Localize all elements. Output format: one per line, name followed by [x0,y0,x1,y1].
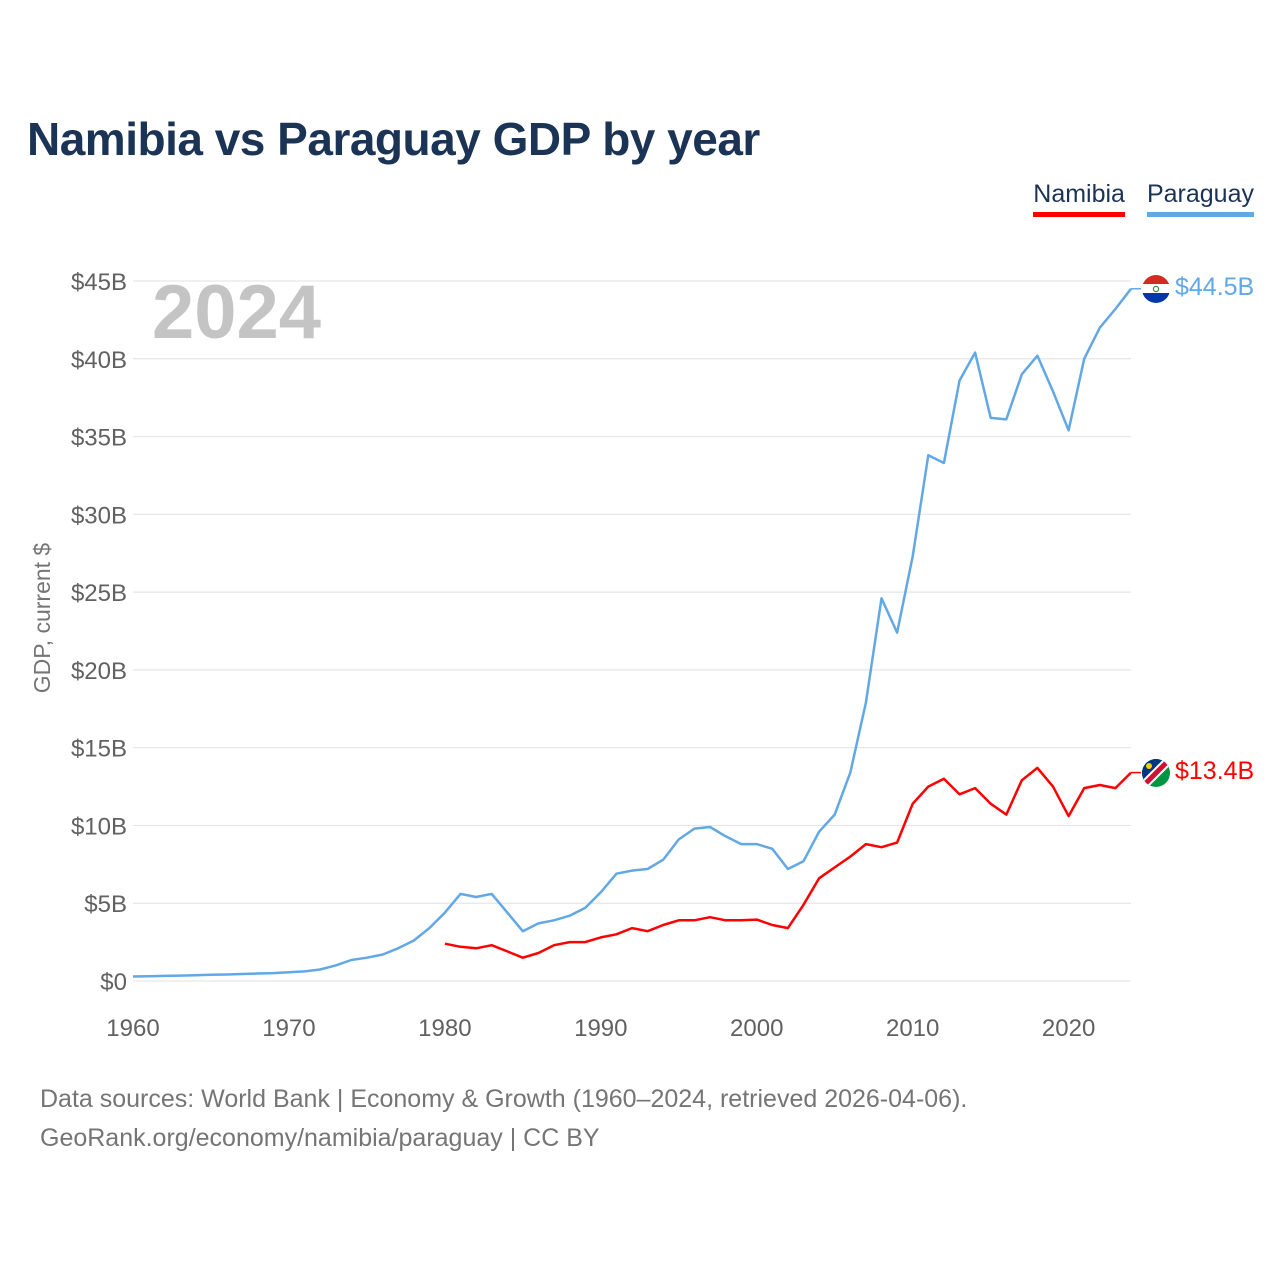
y-tick-label: $15B [71,736,127,763]
y-tick-label: $35B [71,425,127,452]
chart-title: Namibia vs Paraguay GDP by year [27,113,760,165]
grid-lines [133,280,1131,982]
y-tick-label: $25B [71,580,127,607]
y-axis-label: GDP, current $ [29,543,55,694]
y-tick-label: $0 [100,969,127,996]
data-sources: Data sources: World Bank | Economy & Gro… [40,1085,968,1113]
series-line-namibia[interactable] [444,766,1132,959]
y-tick-label: $45B [71,269,127,296]
x-tick-label: 2020 [1042,1015,1095,1042]
x-tick-label: 1960 [106,1015,159,1042]
series-line-paraguay[interactable] [132,288,1132,978]
paraguay-flag-icon [1142,275,1170,303]
paraguay-end-label: $44.5B [1175,273,1254,301]
y-axis-ticks: $0 $5B $10B $15B $20B $25B $30B $35B $40B $45B [71,269,127,996]
series-lines [132,288,1141,978]
y-tick-label: $30B [71,502,127,529]
x-tick-label: 1980 [418,1015,471,1042]
y-tick-label: $5B [84,891,127,918]
y-tick-label: $40B [71,347,127,374]
y-tick-label: $10B [71,813,127,840]
x-tick-label: 2010 [886,1015,939,1042]
legend-item-paraguay[interactable]: Paraguay [1146,180,1254,217]
footer: Data sources: World Bank | Economy & Gro… [40,1080,967,1158]
source-link[interactable]: GeoRank.org/economy/namibia/paraguay | C… [40,1124,600,1152]
x-axis-ticks: 1960 1970 1980 1990 2000 2010 2020 [106,1015,1095,1042]
year-watermark: 2024 [152,270,321,355]
namibia-flag-icon [1142,759,1170,787]
legend: Namibia Paraguay [1033,180,1254,217]
x-tick-label: 1990 [574,1015,627,1042]
namibia-end-label: $13.4B [1175,757,1254,785]
x-tick-label: 1970 [262,1015,315,1042]
y-tick-label: $20B [71,658,127,685]
legend-item-namibia[interactable]: Namibia [1033,180,1125,217]
x-tick-label: 2000 [730,1015,783,1042]
gdp-line-chart: $0 $5B $10B $15B $20B $25B $30B $35B $40B $45B 19… [29,269,1254,1042]
